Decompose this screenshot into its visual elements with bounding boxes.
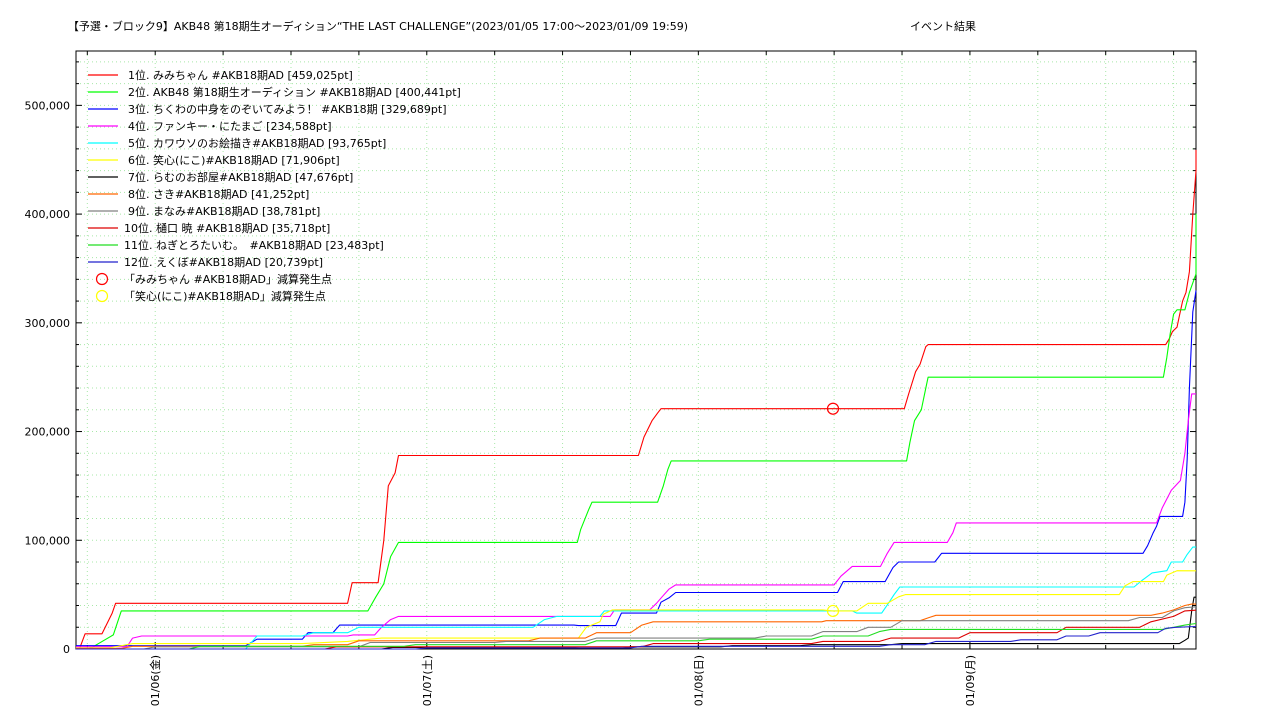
y-tick-label: 400,000	[25, 208, 71, 221]
series-line-12	[76, 625, 1197, 650]
legend-marker-label-2: 「笑心(にこ)#AKB18期AD」減算発生点	[124, 289, 326, 303]
series-line-5	[76, 546, 1196, 650]
chart-title-group: 【予選・ブロック9】AKB48 第18期生オーディション“THE LAST CH…	[68, 19, 976, 33]
series-line-6	[76, 570, 1197, 649]
legend-label-6: 6位. 笑心(にこ)#AKB18期AD [71,906pt]	[128, 153, 340, 167]
plot-frame	[75, 50, 1197, 650]
y-tick-label: 300,000	[25, 317, 71, 330]
series-line-2	[84, 213, 1197, 650]
y-tick-label: 200,000	[25, 426, 71, 439]
legend-label-4: 4位. ファンキー・にたまご [234,588pt]	[128, 119, 332, 133]
series-line-3	[76, 290, 1197, 647]
series-line-1	[78, 149, 1197, 650]
legend-marker-1	[95, 272, 109, 286]
legend-label-3: 3位. ちくわの中身をのぞいてみよう！ #AKB18期 [329,689pt]	[128, 102, 447, 116]
legend-marker-label-1: 「みみちゃん #AKB18期AD」減算発生点	[124, 272, 332, 286]
legend-label-11: 11位. ねぎとろたいむ。 #AKB18期AD [23,483pt]	[124, 238, 384, 252]
penalty-marker-2	[826, 604, 840, 618]
legend-label-12: 12位. えくぼ#AKB18期AD [20,739pt]	[124, 255, 323, 269]
x-tick-label: 01/06(金)	[148, 655, 162, 706]
legend: 1位. みみちゃん #AKB18期AD [459,025pt] 2位. AKB48…	[88, 68, 461, 303]
penalty-marker-1	[826, 402, 840, 415]
legend-label-5: 5位. カワウソのお絵描き#AKB18期AD [93,765pt]	[128, 136, 386, 150]
penalty-markers	[826, 402, 840, 618]
series-lines	[76, 149, 1197, 650]
legend-marker-2	[95, 289, 109, 303]
legend-label-7: 7位. らむのお部屋#AKB18期AD [47,676pt]	[128, 170, 353, 184]
legend-label-8: 8位. さき#AKB18期AD [41,252pt]	[128, 187, 309, 201]
legend-label-10: 10位. 樋口 暁 #AKB18期AD [35,718pt]	[124, 221, 330, 235]
series-line-8	[76, 603, 1196, 650]
chart-title: 【予選・ブロック9】AKB48 第18期生オーディション“THE LAST CH…	[68, 19, 688, 33]
series-line-4	[76, 393, 1196, 648]
x-tick-label: 01/09(月)	[964, 655, 977, 706]
axes: 0 100,000 200,000 300,000 400,000 500,000 01/0…	[25, 50, 1197, 706]
series-line-9	[76, 606, 1197, 650]
x-tick-label: 01/08(日)	[692, 655, 705, 706]
legend-label-1: 1位. みみちゃん #AKB18期AD [459,025pt]	[128, 68, 353, 82]
legend-label-2: 2位. AKB48 第18期生オーディション #AKB18期AD [400,44…	[128, 85, 461, 99]
y-tick-label: 100,000	[25, 534, 71, 547]
y-tick-label: 500,000	[25, 99, 71, 112]
legend-label-9: 9位. まなみ#AKB18期AD [38,781pt]	[128, 204, 320, 218]
grid	[76, 51, 1196, 649]
x-tick-label: 01/07(土)	[421, 655, 434, 706]
series-line-10	[76, 609, 1197, 650]
chart-subtitle: イベント結果	[910, 19, 976, 33]
y-tick-label: 0	[63, 643, 70, 656]
